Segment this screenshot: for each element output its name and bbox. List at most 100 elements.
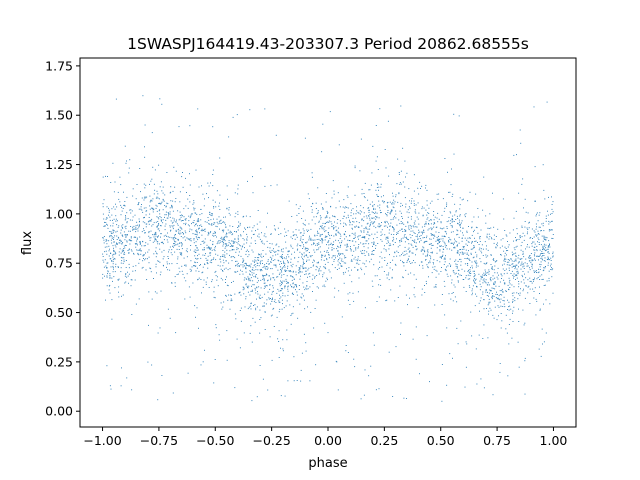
- data-point: [368, 238, 370, 240]
- data-point: [333, 193, 335, 195]
- data-point: [205, 257, 207, 259]
- data-point: [387, 240, 389, 242]
- data-point: [109, 385, 111, 387]
- data-point: [223, 256, 225, 258]
- data-point: [291, 276, 293, 278]
- data-point: [408, 255, 410, 257]
- data-point: [266, 299, 268, 301]
- data-point: [205, 253, 206, 255]
- data-point: [391, 277, 393, 279]
- data-point: [480, 250, 482, 252]
- data-point: [215, 245, 216, 247]
- data-point: [367, 247, 369, 249]
- data-point: [104, 259, 106, 261]
- data-point: [213, 249, 215, 251]
- data-point: [271, 259, 272, 261]
- data-point: [485, 256, 487, 258]
- data-point: [232, 242, 234, 244]
- data-point: [394, 252, 396, 254]
- data-point: [527, 279, 529, 281]
- data-point: [270, 233, 272, 235]
- data-point: [178, 219, 180, 221]
- data-point: [473, 231, 474, 233]
- data-point: [260, 297, 262, 299]
- data-point: [482, 248, 484, 250]
- data-point: [543, 341, 545, 343]
- data-point: [105, 240, 107, 242]
- data-point: [392, 244, 394, 246]
- data-point: [126, 212, 128, 214]
- data-point: [131, 250, 133, 252]
- data-point: [253, 265, 255, 267]
- data-point: [286, 256, 287, 258]
- data-point: [326, 258, 328, 260]
- data-point: [309, 276, 311, 278]
- data-point: [196, 234, 198, 236]
- data-point: [208, 233, 210, 235]
- data-point: [286, 329, 288, 331]
- data-point: [487, 304, 489, 306]
- data-point: [520, 281, 522, 283]
- data-point: [481, 276, 483, 278]
- data-point: [177, 239, 179, 241]
- data-point: [256, 223, 258, 225]
- data-point: [270, 262, 272, 263]
- data-point: [399, 210, 401, 212]
- data-point: [109, 235, 111, 237]
- data-point: [367, 228, 369, 230]
- data-point: [408, 247, 410, 249]
- data-point: [409, 207, 411, 209]
- data-point: [154, 189, 156, 191]
- data-point: [552, 211, 554, 213]
- data-point: [108, 240, 110, 242]
- data-point: [512, 301, 513, 303]
- data-point: [198, 270, 200, 272]
- data-point: [424, 223, 426, 225]
- data-point: [208, 197, 209, 199]
- data-point: [437, 239, 439, 241]
- data-point: [348, 240, 350, 241]
- data-point: [226, 185, 228, 187]
- data-point: [424, 241, 426, 243]
- data-point: [296, 299, 298, 301]
- data-point: [471, 261, 473, 263]
- data-point: [125, 225, 127, 227]
- data-point: [302, 248, 304, 249]
- data-point: [427, 266, 429, 268]
- data-point: [550, 260, 552, 261]
- data-point: [323, 229, 325, 231]
- data-point: [388, 223, 389, 225]
- data-point: [438, 241, 440, 243]
- data-point: [467, 237, 469, 239]
- data-point: [322, 207, 324, 209]
- data-point: [296, 291, 298, 293]
- data-point: [202, 240, 204, 242]
- data-point: [371, 253, 373, 255]
- data-point: [283, 262, 285, 264]
- data-point: [219, 265, 221, 267]
- data-point: [192, 233, 194, 235]
- data-point: [488, 298, 490, 300]
- data-point: [280, 395, 282, 397]
- data-point: [243, 293, 245, 295]
- data-point: [446, 245, 447, 247]
- data-point: [281, 248, 283, 250]
- data-point: [508, 324, 510, 325]
- data-point: [220, 302, 222, 304]
- data-point: [475, 251, 477, 253]
- data-point: [171, 249, 173, 251]
- data-point: [337, 246, 339, 248]
- data-point: [259, 270, 261, 272]
- data-point: [457, 217, 459, 219]
- data-point: [491, 267, 492, 269]
- data-point: [523, 256, 525, 258]
- data-point: [225, 216, 226, 218]
- data-point: [320, 225, 322, 227]
- data-point: [222, 279, 224, 281]
- data-point: [497, 242, 498, 244]
- data-point: [393, 230, 395, 232]
- data-point: [473, 256, 475, 258]
- data-point: [531, 260, 533, 262]
- data-point: [538, 268, 539, 270]
- data-point: [272, 290, 274, 292]
